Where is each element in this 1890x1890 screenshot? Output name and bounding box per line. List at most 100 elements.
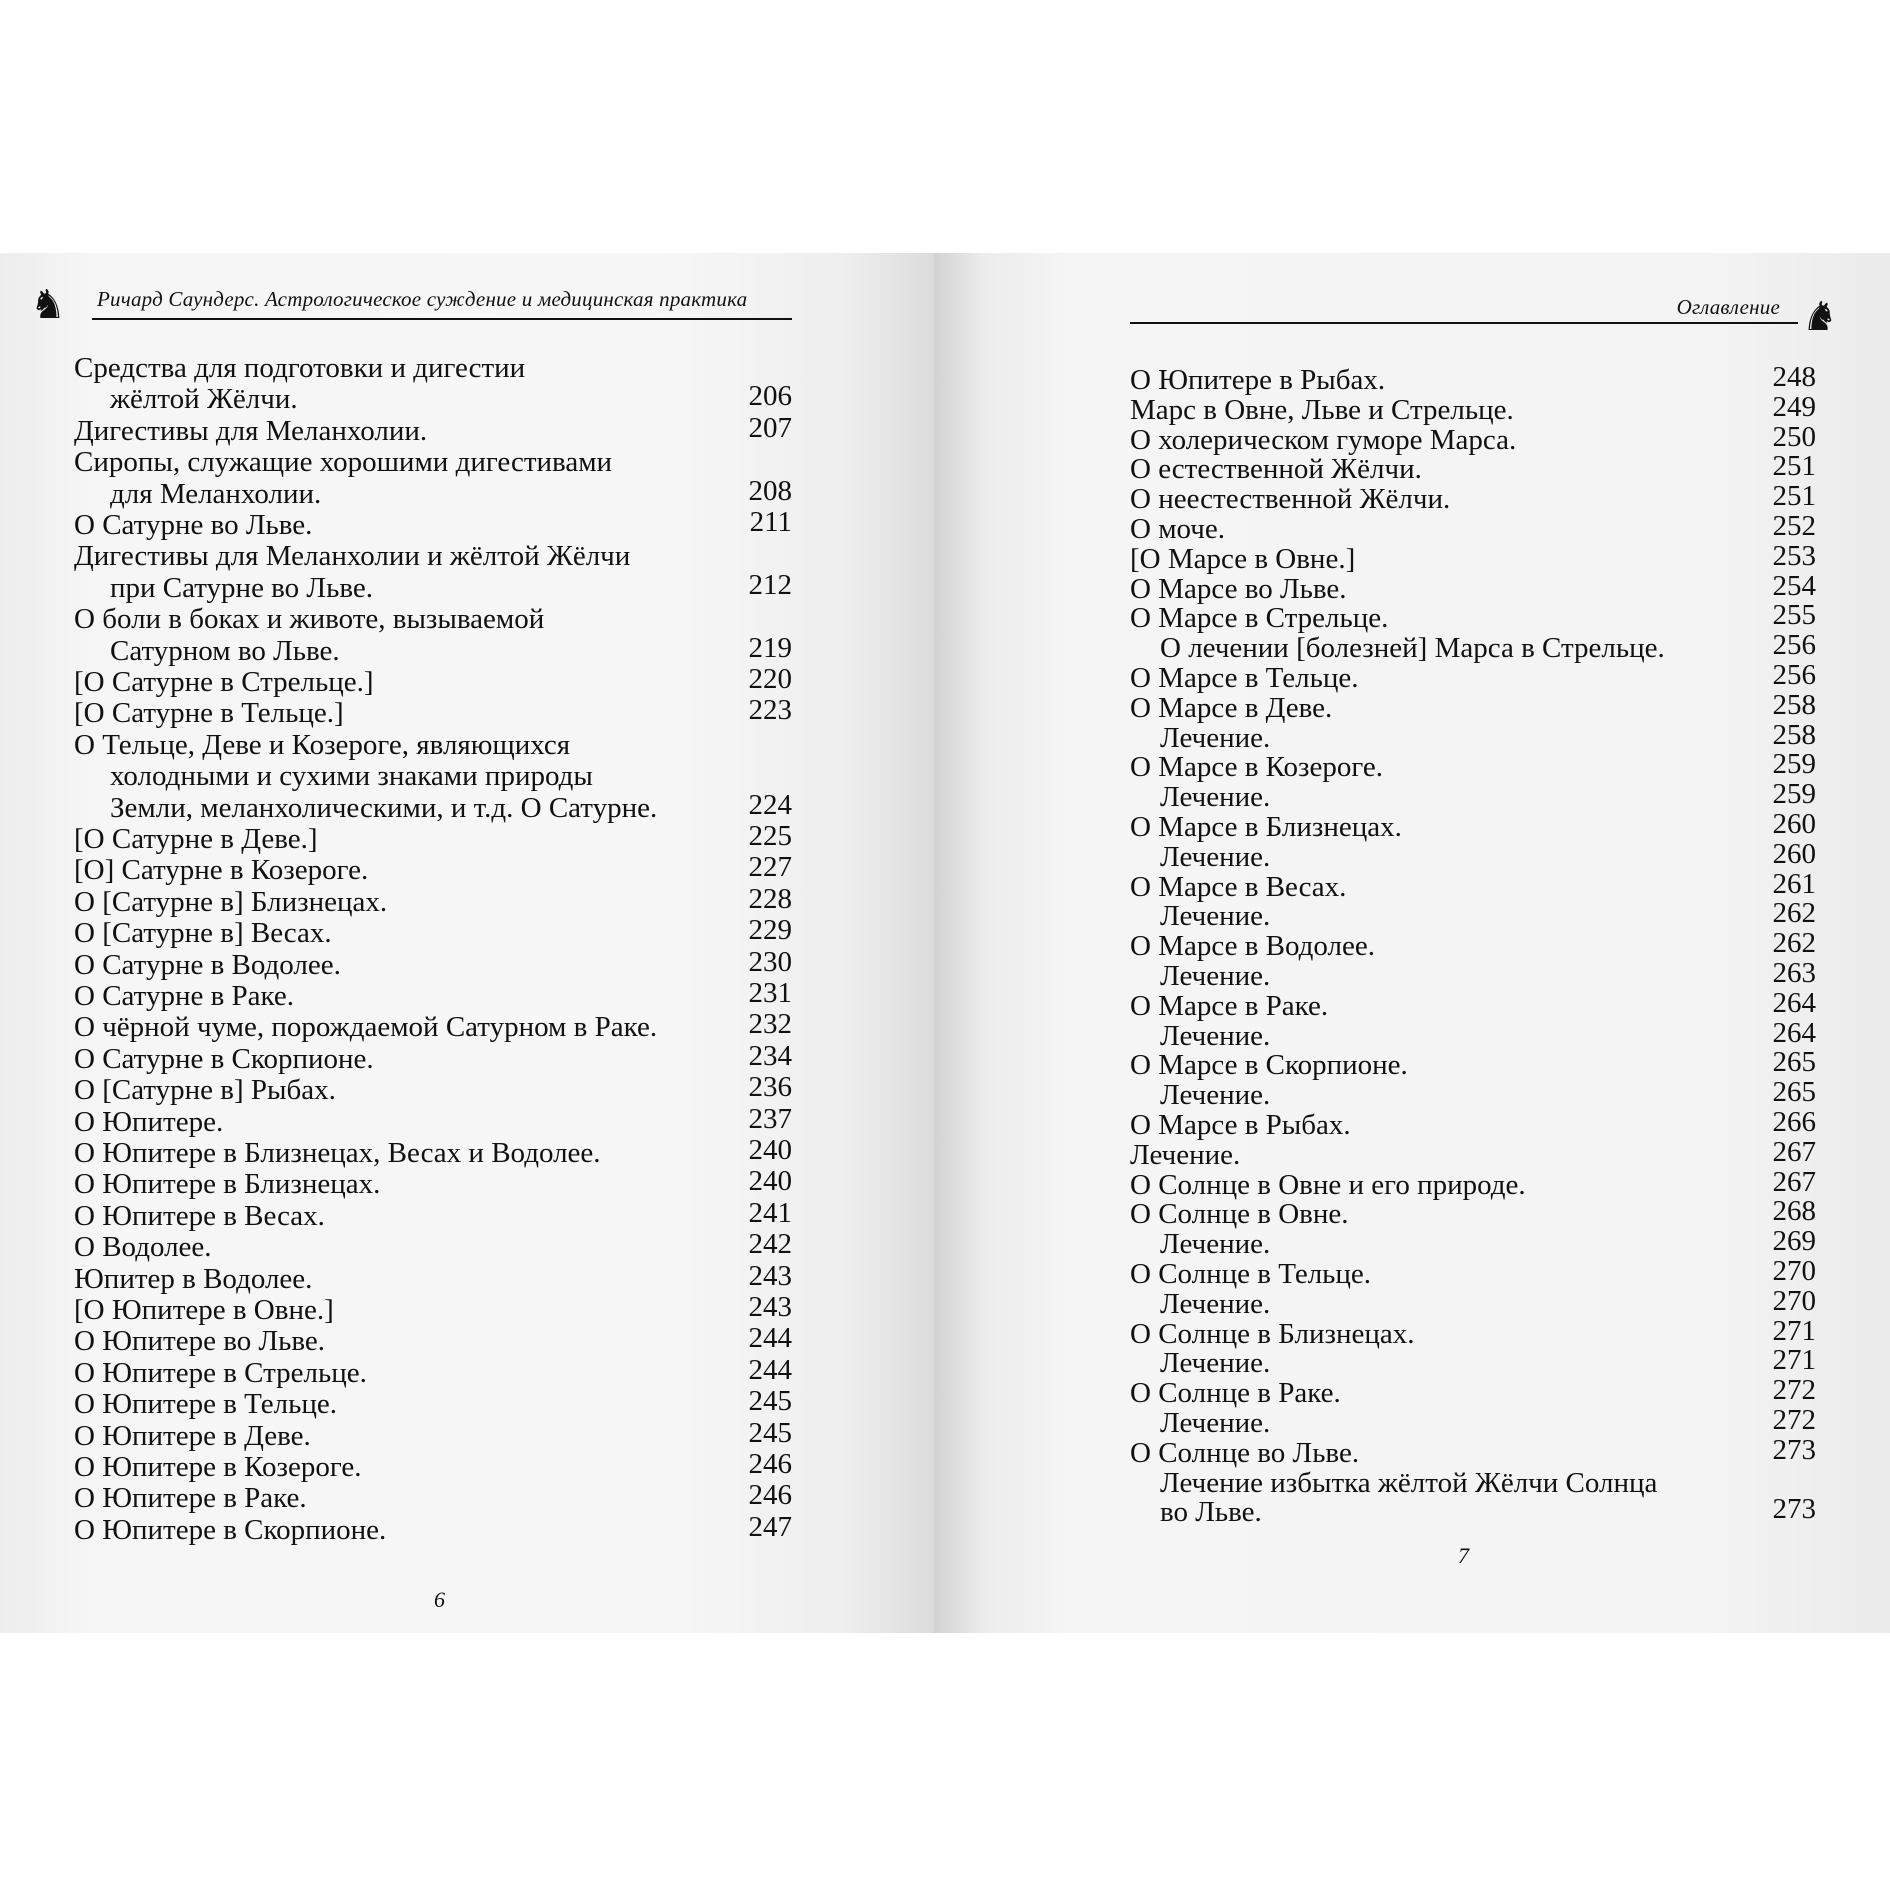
toc-entry-text: О Марсе в Козероге. [1130, 751, 1383, 784]
toc-entry-page: 243 [748, 1291, 793, 1323]
toc-entry-page: 211 [749, 506, 792, 538]
toc-entry-page: 244 [748, 1353, 793, 1386]
toc-entry-text: О Солнце в Овне. [1130, 1198, 1349, 1231]
toc-entry-page: 245 [748, 1385, 793, 1418]
toc-entry-text: О Юпитере в Близнецах, Весах и Водолее. [74, 1137, 601, 1169]
toc-entry-text: Лечение. [1160, 1019, 1271, 1052]
toc-entry-text: О [Сатурне в] Весах. [74, 917, 332, 950]
toc-entry-text: [О Сатурне в Тельце.] [74, 697, 344, 730]
toc-entry-text: Лечение. [1160, 1079, 1271, 1112]
toc-entry-text: О Марсе в Деве. [1130, 691, 1333, 724]
toc-entry-text: О Солнце в Близнецах. [1130, 1317, 1415, 1350]
toc-entry-text: Марс в Овне, Льве и Стрельце. [1130, 393, 1514, 426]
toc-entry-text: Юпитер в Водолее. [74, 1262, 313, 1295]
toc-entry-page: 259 [1772, 778, 1817, 811]
toc-entry-text: О Солнце в Тельце. [1130, 1258, 1372, 1290]
toc-entry-text: О Солнце во Льве. [1130, 1436, 1360, 1469]
toc-entry-page: 266 [1772, 1106, 1817, 1138]
toc-entry-text: О Юпитере в Тельце. [74, 1388, 337, 1421]
toc-entry-text: Лечение. [1130, 1138, 1241, 1171]
toc-entry-text: жёлтой Жёлчи. [110, 383, 298, 416]
toc-entry-page: 208 [748, 474, 793, 507]
right-page: Оглавление ♞ О Юпитере в Рыбах. 248 Марс в… [934, 253, 1890, 1633]
left-page: ♞ Ричард Саундерс. Астрологическое сужде… [0, 253, 934, 1633]
toc-entry-text: О Марсе в Водолее. [1130, 930, 1375, 963]
toc-entry-page: 207 [748, 411, 793, 444]
toc-entry-page: 232 [748, 1008, 793, 1041]
toc-entry-text: О Юпитере в Стрельце. [74, 1356, 367, 1389]
toc-entry-text: Лечение. [1160, 1347, 1271, 1380]
toc-entry-page: 251 [1772, 450, 1817, 483]
toc-entry-page: 264 [1772, 986, 1817, 1019]
toc-entry-text: О Юпитере в Козероге. [74, 1451, 362, 1483]
toc-entry-page: 261 [1772, 867, 1817, 900]
toc-entry-page: 262 [1772, 897, 1817, 930]
toc-entry-text: О Марсе в Раке. [1130, 989, 1329, 1022]
toc-entry-text: [О Сатурне в Деве.] [74, 823, 318, 855]
toc-entry-page: 236 [748, 1071, 793, 1104]
toc-entry-page: 267 [1772, 1135, 1817, 1168]
toc-entry-page: 260 [1772, 837, 1817, 870]
toc-entry-text: О естественной Жёлчи. [1130, 453, 1422, 486]
toc-entry-page: 271 [1772, 1314, 1817, 1347]
toc-entry-text: О Сатурне в Скорпионе. [74, 1042, 374, 1075]
toc-entry-page: 270 [1772, 1255, 1817, 1287]
toc-entry-page: 272 [1772, 1374, 1817, 1407]
toc-entry-page: 255 [1772, 599, 1817, 632]
toc-entry-page: 268 [1772, 1195, 1817, 1228]
horseman-ornament-icon: ♞ [1802, 294, 1838, 339]
toc-entry-page: 265 [1772, 1046, 1817, 1079]
toc-entry-page: 242 [748, 1228, 793, 1261]
toc-entry-page: 229 [748, 914, 793, 947]
toc-entry-page: 212 [748, 568, 793, 601]
toc-entry-page: 251 [1772, 480, 1817, 513]
toc-entry-text: Лечение. [1160, 1407, 1271, 1439]
toc-entry-page: 262 [1772, 927, 1817, 960]
toc-entry-text: О Водолее. [74, 1231, 212, 1264]
toc-entry-text: О Марсе в Весах. [1130, 870, 1347, 903]
toc-entry-page: 265 [1772, 1076, 1817, 1109]
toc-entry-text: О Солнце в Овне и его природе. [1130, 1168, 1526, 1201]
toc-entry-page: 252 [1772, 510, 1817, 542]
toc-entry-text: Сиропы, служащие хорошими дигестивами [74, 446, 613, 479]
toc-entry-page: 243 [748, 1259, 793, 1292]
header-rule [92, 318, 792, 320]
toc-entry-text: О [Сатурне в] Близнецах. [74, 885, 388, 918]
toc-entry-text: [О Сатурне в Стрельце.] [74, 666, 374, 698]
toc-entry-page: 219 [748, 631, 793, 664]
toc-entry-text: при Сатурне во Льве. [110, 571, 373, 604]
toc-entry-text: О Тельце, Деве и Козероге, являющихся [74, 728, 571, 761]
toc-entry-text: О Солнце в Раке. [1130, 1377, 1341, 1410]
toc-entry-page: 241 [748, 1196, 793, 1229]
toc-entry-page: 264 [1772, 1016, 1817, 1049]
toc-entry-text: О Марсе в Скорпионе. [1130, 1049, 1408, 1082]
toc-entry-page: 223 [748, 694, 793, 727]
toc-entry-page: 231 [748, 977, 793, 1009]
toc-entry-text: О холерическом гуморе Марса. [1130, 423, 1517, 456]
toc-entry-text: Дигестивы для Меланхолии и жёлтой Жёлчи [74, 540, 631, 573]
toc-entry-text: Лечение. [1160, 781, 1271, 814]
toc-entry-text: О Юпитере. [74, 1105, 224, 1138]
toc-entry-page: 249 [1772, 390, 1817, 423]
toc-entry-page: 248 [1772, 361, 1817, 393]
toc-entry-page: 237 [748, 1102, 793, 1135]
toc-entry-page: 230 [748, 945, 793, 978]
toc-entry-text: О Марсе в Тельце. [1130, 662, 1359, 694]
toc-entry-page: 246 [748, 1479, 793, 1512]
toc-entry-text: для Меланхолии. [110, 477, 322, 510]
toc-entry-page: 245 [748, 1416, 793, 1449]
toc-entry-text: [О Марсе в Овне.] [1130, 542, 1356, 575]
toc-entry-text: О Сатурне во Льве. [74, 509, 313, 541]
toc-entry-text: О моче. [1130, 513, 1226, 545]
toc-entry-text: О Юпитере в Деве. [74, 1419, 311, 1452]
toc-entry-page: 244 [748, 1322, 793, 1355]
toc-entry-text: Лечение. [1160, 840, 1271, 873]
running-head-left: Ричард Саундерс. Астрологическое суждени… [97, 287, 748, 311]
toc-entry-page: 273 [1772, 1493, 1817, 1526]
page-number: 6 [434, 1587, 445, 1612]
toc-entry-page: 256 [1772, 629, 1817, 662]
toc-entry-text: О Юпитере во Льве. [74, 1325, 325, 1358]
toc-entry-page: 247 [748, 1510, 793, 1543]
toc-entry-page: 246 [748, 1448, 793, 1480]
toc-entry-text: О [Сатурне в] Рыбах. [74, 1074, 336, 1107]
